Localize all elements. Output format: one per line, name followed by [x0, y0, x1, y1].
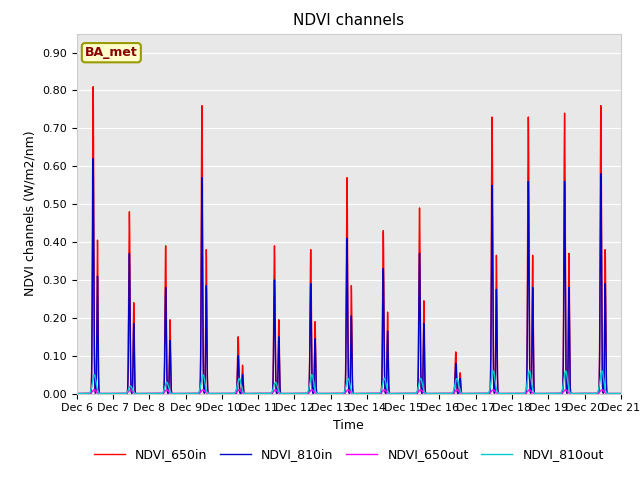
NDVI_650out — [199, 387, 207, 393]
NDVI_650in — [420, 305, 428, 311]
NDVI_810in — [510, 391, 518, 396]
NDVI_810in — [73, 391, 81, 396]
NDVI_810in — [482, 391, 490, 396]
Line: NDVI_810in: NDVI_810in — [77, 159, 621, 394]
NDVI_650in — [90, 84, 97, 90]
NDVI_650in — [73, 391, 81, 396]
NDVI_810in — [101, 391, 109, 396]
NDVI_650out — [101, 391, 109, 396]
NDVI_810in — [617, 391, 625, 396]
NDVI_810out — [510, 391, 518, 396]
NDVI_650out — [617, 391, 625, 396]
NDVI_810out — [101, 391, 109, 396]
NDVI_650out — [420, 390, 428, 396]
NDVI_650out — [518, 391, 525, 396]
NDVI_650out — [510, 391, 518, 396]
NDVI_650in — [482, 391, 490, 396]
NDVI_650out — [73, 391, 81, 396]
NDVI_650out — [482, 391, 490, 396]
NDVI_810out — [518, 391, 525, 396]
Line: NDVI_810out: NDVI_810out — [77, 371, 621, 394]
NDVI_810out — [497, 391, 504, 396]
NDVI_650in — [497, 391, 504, 396]
NDVI_810out — [598, 368, 606, 374]
NDVI_650in — [518, 391, 525, 396]
NDVI_650in — [510, 391, 518, 396]
Line: NDVI_650in: NDVI_650in — [77, 87, 621, 394]
NDVI_810out — [617, 391, 625, 396]
NDVI_650in — [617, 391, 625, 396]
NDVI_810out — [482, 391, 490, 396]
Text: BA_met: BA_met — [85, 46, 138, 59]
NDVI_810in — [90, 156, 97, 162]
NDVI_810out — [420, 388, 428, 394]
NDVI_810out — [73, 391, 81, 396]
Line: NDVI_650out: NDVI_650out — [77, 390, 621, 394]
NDVI_810in — [497, 391, 504, 396]
NDVI_650out — [497, 391, 504, 396]
Legend: NDVI_650in, NDVI_810in, NDVI_650out, NDVI_810out: NDVI_650in, NDVI_810in, NDVI_650out, NDV… — [89, 443, 609, 466]
Title: NDVI channels: NDVI channels — [293, 13, 404, 28]
NDVI_810in — [420, 326, 428, 332]
Y-axis label: NDVI channels (W/m2/nm): NDVI channels (W/m2/nm) — [24, 131, 36, 297]
X-axis label: Time: Time — [333, 419, 364, 432]
NDVI_810in — [518, 391, 525, 396]
NDVI_650in — [101, 391, 109, 396]
